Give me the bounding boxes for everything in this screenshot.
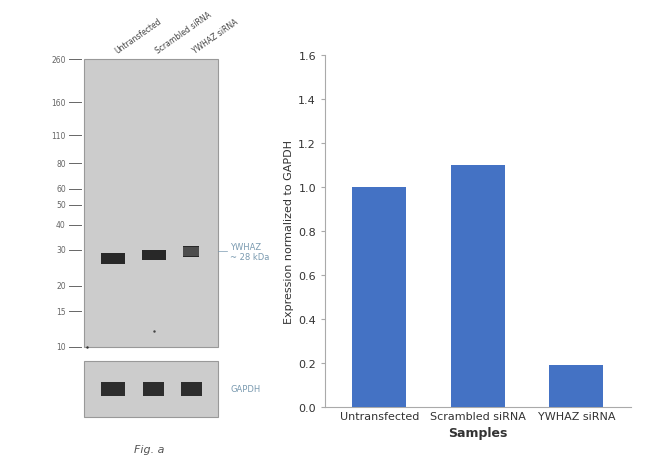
Text: 30: 30: [56, 246, 66, 255]
Bar: [84, 60, 218, 347]
Text: 40: 40: [56, 220, 66, 230]
Bar: [142, 250, 166, 261]
Bar: [84, 361, 218, 417]
Text: 60: 60: [56, 185, 66, 194]
Text: GAPDH: GAPDH: [230, 384, 261, 394]
Y-axis label: Expression normalized to GAPDH: Expression normalized to GAPDH: [284, 140, 294, 323]
Text: 15: 15: [56, 307, 66, 316]
Text: Scrambled siRNA: Scrambled siRNA: [153, 11, 213, 56]
Text: 80: 80: [56, 160, 66, 169]
Bar: [181, 382, 202, 396]
Text: 160: 160: [51, 99, 66, 107]
Bar: [450, 166, 505, 407]
Text: 20: 20: [56, 282, 66, 291]
Text: YWHAZ siRNA: YWHAZ siRNA: [191, 18, 240, 56]
Text: YWHAZ
~ 28 kDa: YWHAZ ~ 28 kDa: [230, 242, 270, 262]
Bar: [101, 382, 125, 396]
Text: 50: 50: [56, 201, 66, 210]
Text: 10: 10: [56, 343, 66, 352]
Bar: [352, 188, 406, 407]
Bar: [183, 248, 200, 256]
Bar: [549, 366, 603, 407]
Bar: [101, 254, 125, 264]
Bar: [183, 247, 200, 257]
X-axis label: Samples: Samples: [448, 426, 508, 439]
Text: Fig. a: Fig. a: [135, 444, 164, 454]
Text: 260: 260: [51, 56, 66, 65]
Text: Untransfected: Untransfected: [113, 17, 163, 56]
Bar: [143, 382, 164, 396]
Text: 110: 110: [51, 131, 66, 140]
